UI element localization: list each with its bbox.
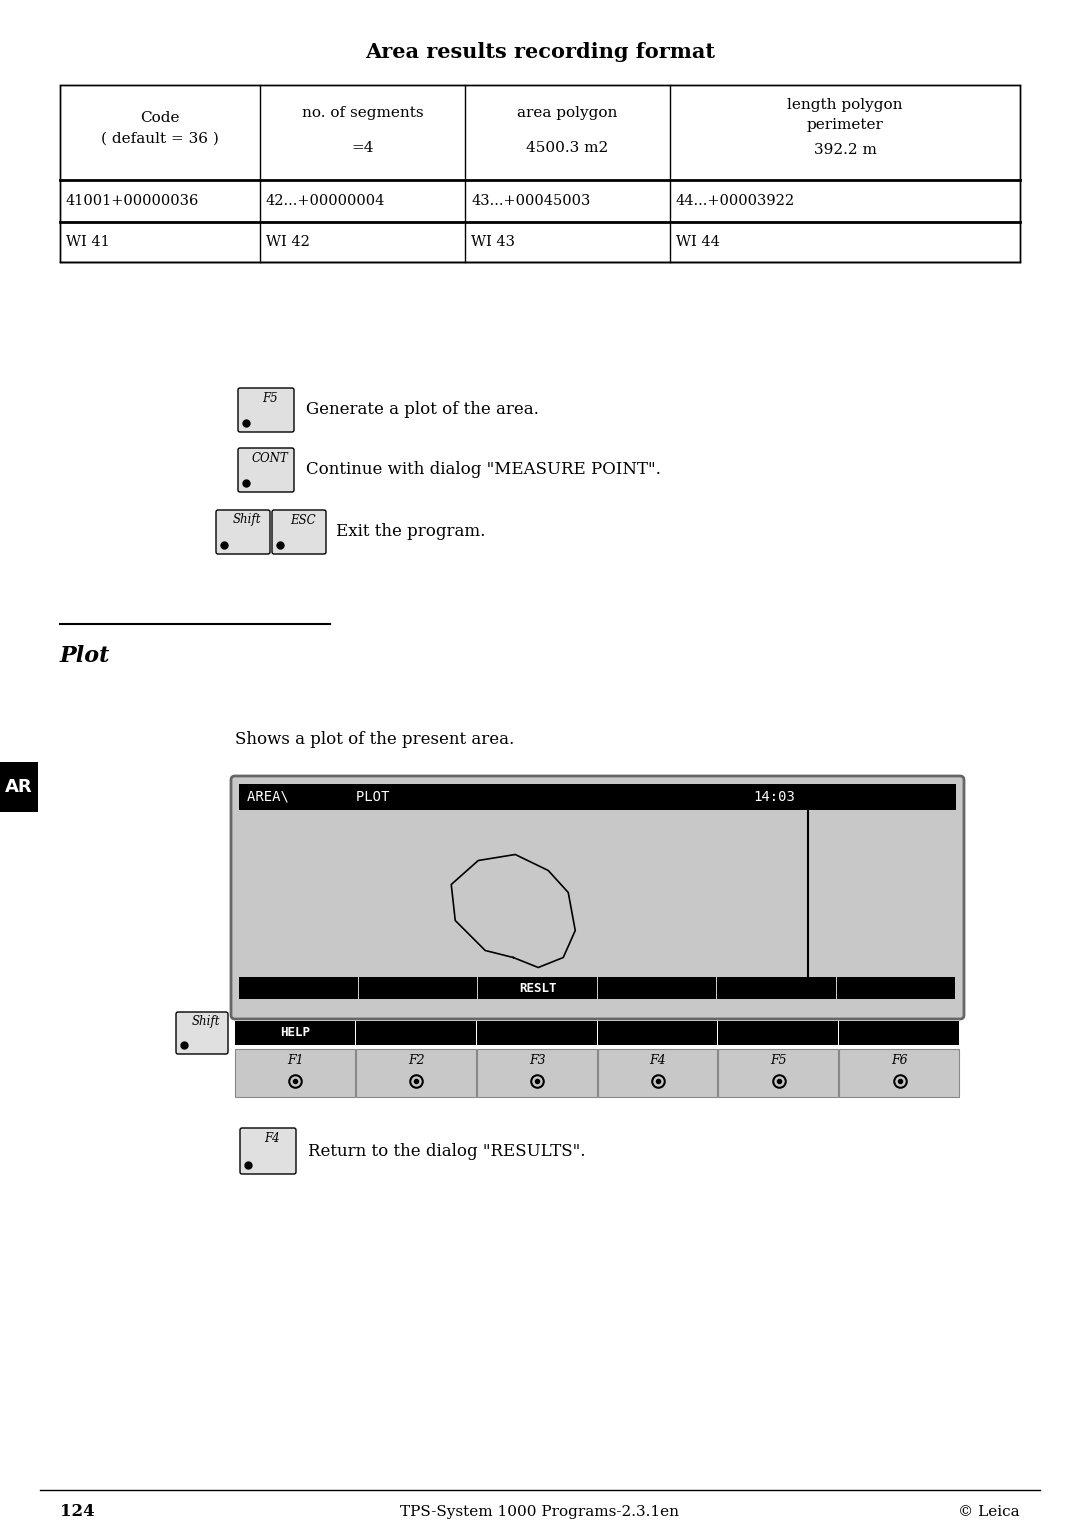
Bar — [476, 1049, 596, 1096]
Text: WI 44: WI 44 — [676, 235, 720, 249]
Text: WI 42: WI 42 — [266, 235, 310, 249]
Bar — [355, 1021, 475, 1044]
Text: F3: F3 — [529, 1055, 545, 1067]
FancyBboxPatch shape — [176, 1012, 228, 1053]
Text: Return to the dialog "RESULTS".: Return to the dialog "RESULTS". — [308, 1142, 585, 1159]
Text: Shift: Shift — [233, 514, 261, 526]
Bar — [239, 977, 357, 998]
Text: Shows a plot of the present area.: Shows a plot of the present area. — [235, 731, 514, 749]
Bar — [839, 1049, 959, 1096]
Text: ( default = 36 ): ( default = 36 ) — [102, 131, 219, 145]
FancyBboxPatch shape — [272, 511, 326, 553]
Text: Generate a plot of the area.: Generate a plot of the area. — [306, 402, 539, 419]
Text: F4: F4 — [649, 1055, 666, 1067]
Text: CONT: CONT — [252, 451, 288, 465]
Bar — [717, 977, 836, 998]
FancyBboxPatch shape — [238, 388, 294, 433]
Bar — [837, 977, 955, 998]
Text: ESC: ESC — [291, 514, 315, 526]
Text: Plot: Plot — [60, 645, 110, 667]
Text: F2: F2 — [408, 1055, 424, 1067]
FancyBboxPatch shape — [238, 448, 294, 492]
Text: Exit the program.: Exit the program. — [336, 523, 485, 540]
Text: AREA\        PLOT: AREA\ PLOT — [247, 790, 390, 804]
Text: RESLT: RESLT — [519, 982, 556, 994]
Bar — [239, 784, 956, 810]
Text: 43...+00045003: 43...+00045003 — [471, 194, 591, 208]
Text: length polygon: length polygon — [787, 98, 903, 112]
Text: 44...+00003922: 44...+00003922 — [676, 194, 795, 208]
Bar — [478, 977, 596, 998]
Text: Continue with dialog "MEASURE POINT".: Continue with dialog "MEASURE POINT". — [306, 462, 661, 479]
Text: F4: F4 — [265, 1131, 280, 1145]
Text: F5: F5 — [262, 391, 278, 405]
Bar — [235, 1049, 355, 1096]
Text: WI 43: WI 43 — [471, 235, 515, 249]
Text: perimeter: perimeter — [807, 118, 883, 131]
FancyBboxPatch shape — [216, 511, 270, 553]
Text: 392.2 m: 392.2 m — [813, 144, 877, 157]
Text: HELP: HELP — [281, 1026, 310, 1040]
Bar — [476, 1021, 596, 1044]
Bar — [597, 1049, 717, 1096]
FancyBboxPatch shape — [240, 1128, 296, 1174]
Text: 14:03: 14:03 — [754, 790, 795, 804]
Text: F1: F1 — [287, 1055, 303, 1067]
Bar — [235, 1021, 355, 1044]
Bar — [355, 1049, 475, 1096]
FancyBboxPatch shape — [231, 777, 964, 1018]
Text: no. of segments: no. of segments — [301, 106, 423, 119]
Bar — [597, 1021, 717, 1044]
Text: 42...+00000004: 42...+00000004 — [266, 194, 386, 208]
Text: F6: F6 — [891, 1055, 908, 1067]
Bar — [718, 1021, 838, 1044]
Bar — [597, 977, 716, 998]
Text: Area results recording format: Area results recording format — [365, 41, 715, 63]
Bar — [916, 784, 956, 810]
Text: F5: F5 — [770, 1055, 787, 1067]
Text: WI 41: WI 41 — [66, 235, 110, 249]
Text: 4500.3 m2: 4500.3 m2 — [526, 141, 609, 154]
Text: Code: Code — [140, 112, 179, 125]
Text: 41001+00000036: 41001+00000036 — [66, 194, 200, 208]
Bar — [839, 1021, 959, 1044]
Bar — [359, 977, 477, 998]
Text: area polygon: area polygon — [517, 106, 618, 119]
Text: © Leica: © Leica — [958, 1505, 1020, 1518]
Text: TPS-System 1000 Programs-2.3.1en: TPS-System 1000 Programs-2.3.1en — [401, 1505, 679, 1518]
Text: AR: AR — [5, 778, 32, 797]
Text: =4: =4 — [351, 141, 374, 154]
Bar — [718, 1049, 838, 1096]
Text: 124: 124 — [60, 1503, 95, 1520]
Bar — [60, 86, 1020, 261]
Bar — [0, 761, 38, 812]
Text: Shift: Shift — [192, 1015, 220, 1029]
